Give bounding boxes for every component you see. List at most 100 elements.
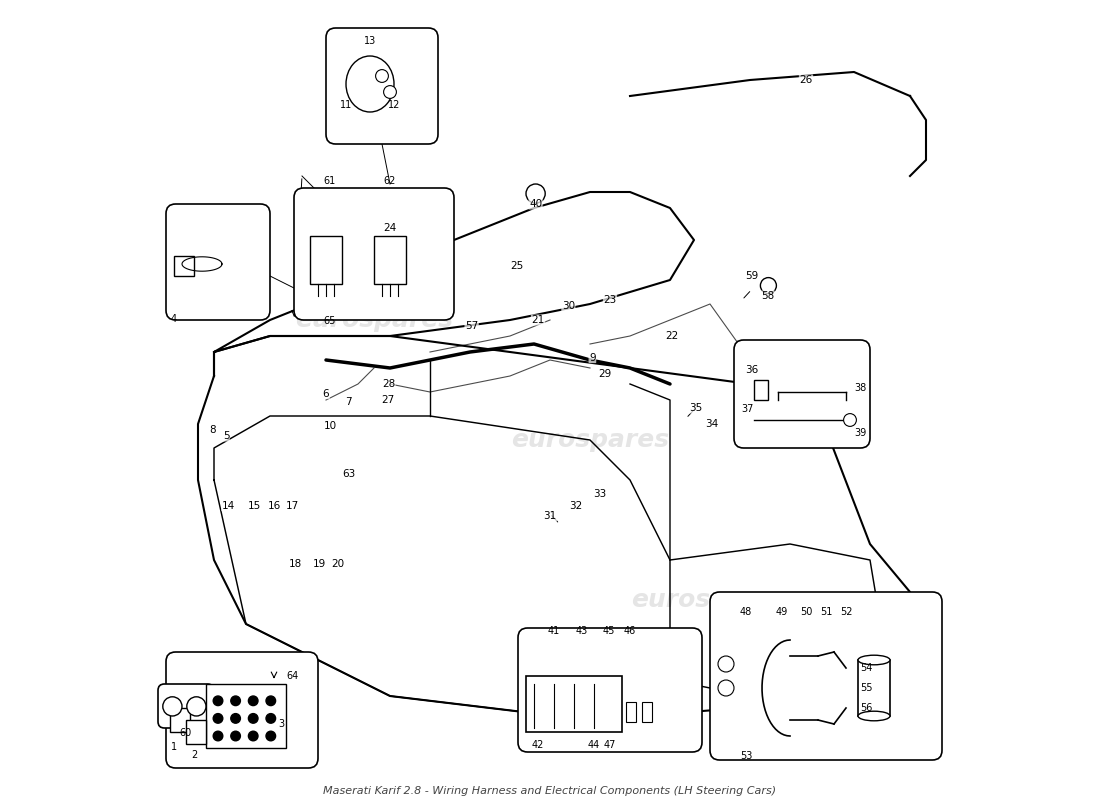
Text: 26: 26: [800, 75, 813, 85]
Text: 15: 15: [248, 501, 261, 510]
Text: Maserati Karif 2.8 - Wiring Harness and Electrical Components (LH Steering Cars): Maserati Karif 2.8 - Wiring Harness and …: [323, 786, 777, 796]
Ellipse shape: [858, 655, 890, 665]
Bar: [310, 236, 342, 284]
Text: 33: 33: [593, 490, 606, 499]
Circle shape: [231, 714, 241, 723]
Text: 19: 19: [314, 559, 327, 569]
Text: 16: 16: [267, 501, 280, 510]
Circle shape: [718, 656, 734, 672]
FancyBboxPatch shape: [166, 652, 318, 768]
Text: 40: 40: [529, 199, 542, 209]
Text: 58: 58: [761, 291, 774, 301]
Text: 25: 25: [509, 261, 522, 270]
Text: 2: 2: [191, 750, 197, 760]
Text: 20: 20: [331, 559, 344, 569]
FancyBboxPatch shape: [734, 340, 870, 448]
Text: 22: 22: [666, 331, 679, 341]
Text: 62: 62: [384, 176, 396, 186]
Text: 45: 45: [602, 626, 615, 636]
Text: 63: 63: [342, 469, 355, 478]
Text: 64: 64: [286, 671, 298, 681]
Text: 34: 34: [705, 419, 718, 429]
Text: 6: 6: [322, 389, 329, 398]
Text: 59: 59: [745, 271, 758, 281]
Circle shape: [213, 696, 223, 706]
Text: 47: 47: [604, 740, 616, 750]
Text: 52: 52: [839, 607, 853, 617]
Circle shape: [384, 86, 396, 98]
Ellipse shape: [858, 711, 890, 721]
Circle shape: [375, 70, 388, 82]
FancyBboxPatch shape: [326, 28, 438, 144]
Circle shape: [249, 696, 258, 706]
Circle shape: [249, 731, 258, 741]
Circle shape: [526, 184, 546, 203]
Text: 9: 9: [590, 353, 596, 362]
Text: 1: 1: [170, 742, 177, 752]
Circle shape: [231, 731, 241, 741]
FancyBboxPatch shape: [518, 628, 702, 752]
Text: 55: 55: [860, 683, 872, 693]
Text: 21: 21: [531, 315, 544, 325]
Text: 61: 61: [323, 176, 337, 186]
Text: 57: 57: [465, 322, 478, 331]
Circle shape: [213, 731, 223, 741]
Text: 46: 46: [624, 626, 636, 636]
Circle shape: [266, 714, 276, 723]
Text: 36: 36: [745, 365, 758, 374]
Text: 35: 35: [689, 403, 702, 413]
Text: 42: 42: [531, 740, 544, 750]
Text: 31: 31: [543, 511, 557, 521]
Text: eurospares: eurospares: [510, 428, 669, 452]
Circle shape: [266, 731, 276, 741]
Text: 54: 54: [860, 663, 872, 673]
Text: 14: 14: [222, 501, 235, 510]
Bar: [186, 720, 206, 744]
Text: 27: 27: [381, 395, 394, 405]
Bar: [206, 684, 286, 748]
Ellipse shape: [346, 56, 394, 112]
Text: 50: 50: [800, 607, 812, 617]
Text: 11: 11: [340, 100, 352, 110]
Text: 3: 3: [278, 719, 284, 729]
Text: 51: 51: [820, 607, 833, 617]
Circle shape: [213, 714, 223, 723]
Text: 43: 43: [576, 626, 588, 636]
Text: 39: 39: [854, 428, 867, 438]
Text: 13: 13: [364, 37, 376, 46]
Text: eurospares: eurospares: [295, 308, 453, 332]
Bar: [754, 380, 769, 400]
Bar: [174, 256, 194, 276]
FancyBboxPatch shape: [294, 188, 454, 320]
Bar: [526, 676, 621, 732]
Text: 29: 29: [597, 370, 611, 379]
Circle shape: [844, 414, 857, 426]
Circle shape: [163, 697, 182, 716]
Text: 38: 38: [854, 383, 867, 393]
Text: 24: 24: [384, 223, 397, 233]
Circle shape: [266, 696, 276, 706]
Text: 37: 37: [740, 404, 754, 414]
Text: 5: 5: [222, 431, 229, 441]
Bar: [858, 660, 890, 716]
Bar: [170, 708, 190, 732]
Text: 44: 44: [587, 740, 601, 750]
Text: 56: 56: [860, 703, 872, 713]
Text: 53: 53: [740, 751, 752, 761]
Text: 18: 18: [289, 559, 302, 569]
Text: 32: 32: [569, 501, 582, 510]
Text: 30: 30: [562, 302, 575, 311]
Text: 12: 12: [388, 100, 400, 110]
Text: 41: 41: [548, 626, 560, 636]
FancyBboxPatch shape: [710, 592, 942, 760]
Text: 28: 28: [382, 379, 395, 389]
Text: 60: 60: [180, 728, 192, 738]
Circle shape: [249, 714, 258, 723]
Text: 48: 48: [740, 607, 752, 617]
Text: 23: 23: [604, 295, 617, 305]
Bar: [642, 702, 651, 722]
Text: 7: 7: [345, 398, 352, 407]
Circle shape: [187, 697, 206, 716]
FancyBboxPatch shape: [166, 204, 270, 320]
Bar: [626, 702, 636, 722]
